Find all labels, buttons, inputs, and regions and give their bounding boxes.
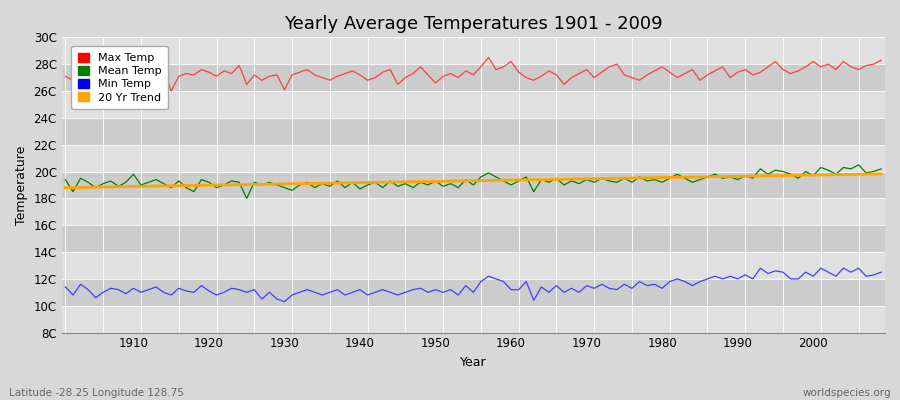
- Legend: Max Temp, Mean Temp, Min Temp, 20 Yr Trend: Max Temp, Mean Temp, Min Temp, 20 Yr Tre…: [71, 46, 168, 109]
- Text: Latitude -28.25 Longitude 128.75: Latitude -28.25 Longitude 128.75: [9, 388, 184, 398]
- Bar: [62, 91, 885, 118]
- Bar: [62, 279, 885, 306]
- Bar: [62, 118, 885, 145]
- Y-axis label: Temperature: Temperature: [15, 145, 28, 225]
- Bar: [62, 64, 885, 91]
- Text: worldspecies.org: worldspecies.org: [803, 388, 891, 398]
- X-axis label: Year: Year: [460, 356, 487, 369]
- Bar: [62, 172, 885, 198]
- Bar: [62, 306, 885, 332]
- Bar: [62, 198, 885, 225]
- Bar: [62, 37, 885, 64]
- Bar: [62, 225, 885, 252]
- Title: Yearly Average Temperatures 1901 - 2009: Yearly Average Temperatures 1901 - 2009: [284, 15, 662, 33]
- Bar: [62, 145, 885, 172]
- Bar: [62, 252, 885, 279]
